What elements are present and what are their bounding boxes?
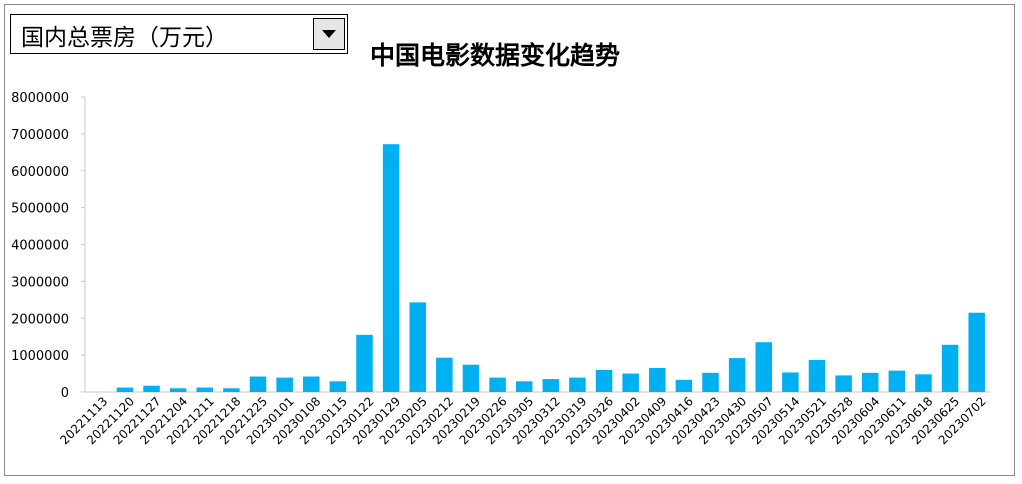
- y-tick-label: 7000000: [11, 128, 69, 143]
- y-tick-label: 6000000: [11, 165, 69, 180]
- y-tick-label: 4000000: [11, 239, 69, 254]
- y-tick-label: 3000000: [11, 275, 69, 290]
- bar: [329, 381, 347, 392]
- bar: [569, 377, 586, 392]
- bar: [276, 377, 293, 392]
- bar: [382, 144, 400, 392]
- bar: [356, 334, 373, 392]
- bar: [808, 359, 826, 392]
- y-tick-label: 0: [61, 386, 69, 401]
- metric-dropdown-value: 国内总票房（万元）: [21, 25, 228, 51]
- bar: [702, 372, 719, 392]
- bar: [755, 342, 773, 392]
- bar: [888, 370, 906, 392]
- bar: [782, 372, 799, 392]
- bar: [915, 374, 932, 392]
- bar: [409, 302, 426, 392]
- chart-frame: [4, 4, 1015, 476]
- bar: [622, 373, 639, 392]
- bar: [515, 381, 533, 392]
- metric-dropdown[interactable]: 国内总票房（万元）: [10, 14, 348, 54]
- chart-title: 中国电影数据变化趋势: [370, 41, 621, 70]
- bar: [196, 387, 214, 392]
- y-tick-label: 8000000: [11, 91, 69, 106]
- y-tick-label: 1000000: [11, 349, 69, 364]
- bar: [595, 369, 613, 392]
- bar: [941, 344, 959, 392]
- bar: [542, 379, 560, 392]
- chevron-down-icon: [322, 30, 336, 38]
- bar: [116, 387, 134, 392]
- bar: [649, 368, 666, 392]
- bar: [249, 376, 267, 392]
- bar: [675, 379, 693, 392]
- dropdown-button[interactable]: [313, 18, 345, 50]
- y-tick-label: 5000000: [11, 202, 69, 217]
- bar: [462, 364, 480, 392]
- bar: [223, 388, 240, 392]
- y-tick-label: 2000000: [11, 312, 69, 327]
- bar: [861, 372, 879, 392]
- bar: [302, 376, 320, 392]
- bar: [728, 358, 746, 392]
- bar: [968, 312, 985, 392]
- bar: [835, 375, 852, 392]
- bar: [143, 385, 160, 392]
- bar: [436, 357, 453, 392]
- bar: [489, 377, 506, 392]
- bar: [169, 388, 187, 392]
